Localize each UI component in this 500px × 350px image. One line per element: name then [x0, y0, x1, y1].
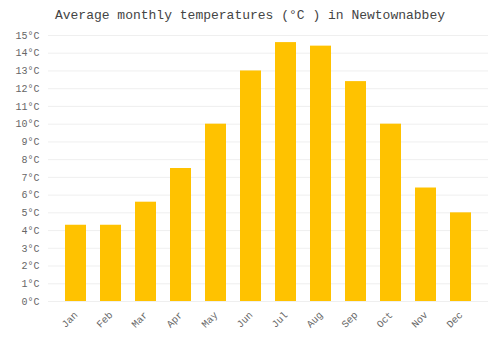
svg-text:2°C: 2°C: [21, 261, 39, 272]
svg-text:1°C: 1°C: [21, 279, 39, 290]
svg-text:Mar: Mar: [130, 310, 151, 331]
svg-text:Nov: Nov: [410, 310, 431, 331]
svg-text:May: May: [200, 310, 221, 331]
svg-text:15°C: 15°C: [15, 31, 39, 42]
svg-text:13°C: 13°C: [15, 66, 39, 77]
svg-text:7°C: 7°C: [21, 173, 39, 184]
svg-text:8°C: 8°C: [21, 155, 39, 166]
svg-text:14°C: 14°C: [15, 48, 39, 59]
svg-text:Oct: Oct: [375, 310, 396, 331]
svg-text:Apr: Apr: [165, 310, 186, 331]
svg-text:5°C: 5°C: [21, 208, 39, 219]
svg-text:Feb: Feb: [95, 310, 116, 331]
svg-text:Jun: Jun: [235, 310, 256, 331]
svg-text:Sep: Sep: [340, 310, 361, 331]
svg-text:Dec: Dec: [445, 310, 466, 331]
svg-text:6°C: 6°C: [21, 190, 39, 201]
svg-text:Jan: Jan: [60, 310, 81, 331]
svg-text:10°C: 10°C: [15, 119, 39, 130]
svg-text:0°C: 0°C: [21, 297, 39, 308]
svg-text:3°C: 3°C: [21, 244, 39, 255]
svg-text:Jul: Jul: [270, 310, 291, 331]
svg-text:Aug: Aug: [305, 310, 326, 331]
svg-text:12°C: 12°C: [15, 84, 39, 95]
html-text:Average monthly temperatures (: Average monthly temperatures (°C ) in Ne…: [55, 8, 445, 23]
svg-text:11°C: 11°C: [15, 102, 39, 113]
svg-text:9°C: 9°C: [21, 137, 39, 148]
svg-text:4°C: 4°C: [21, 226, 39, 237]
